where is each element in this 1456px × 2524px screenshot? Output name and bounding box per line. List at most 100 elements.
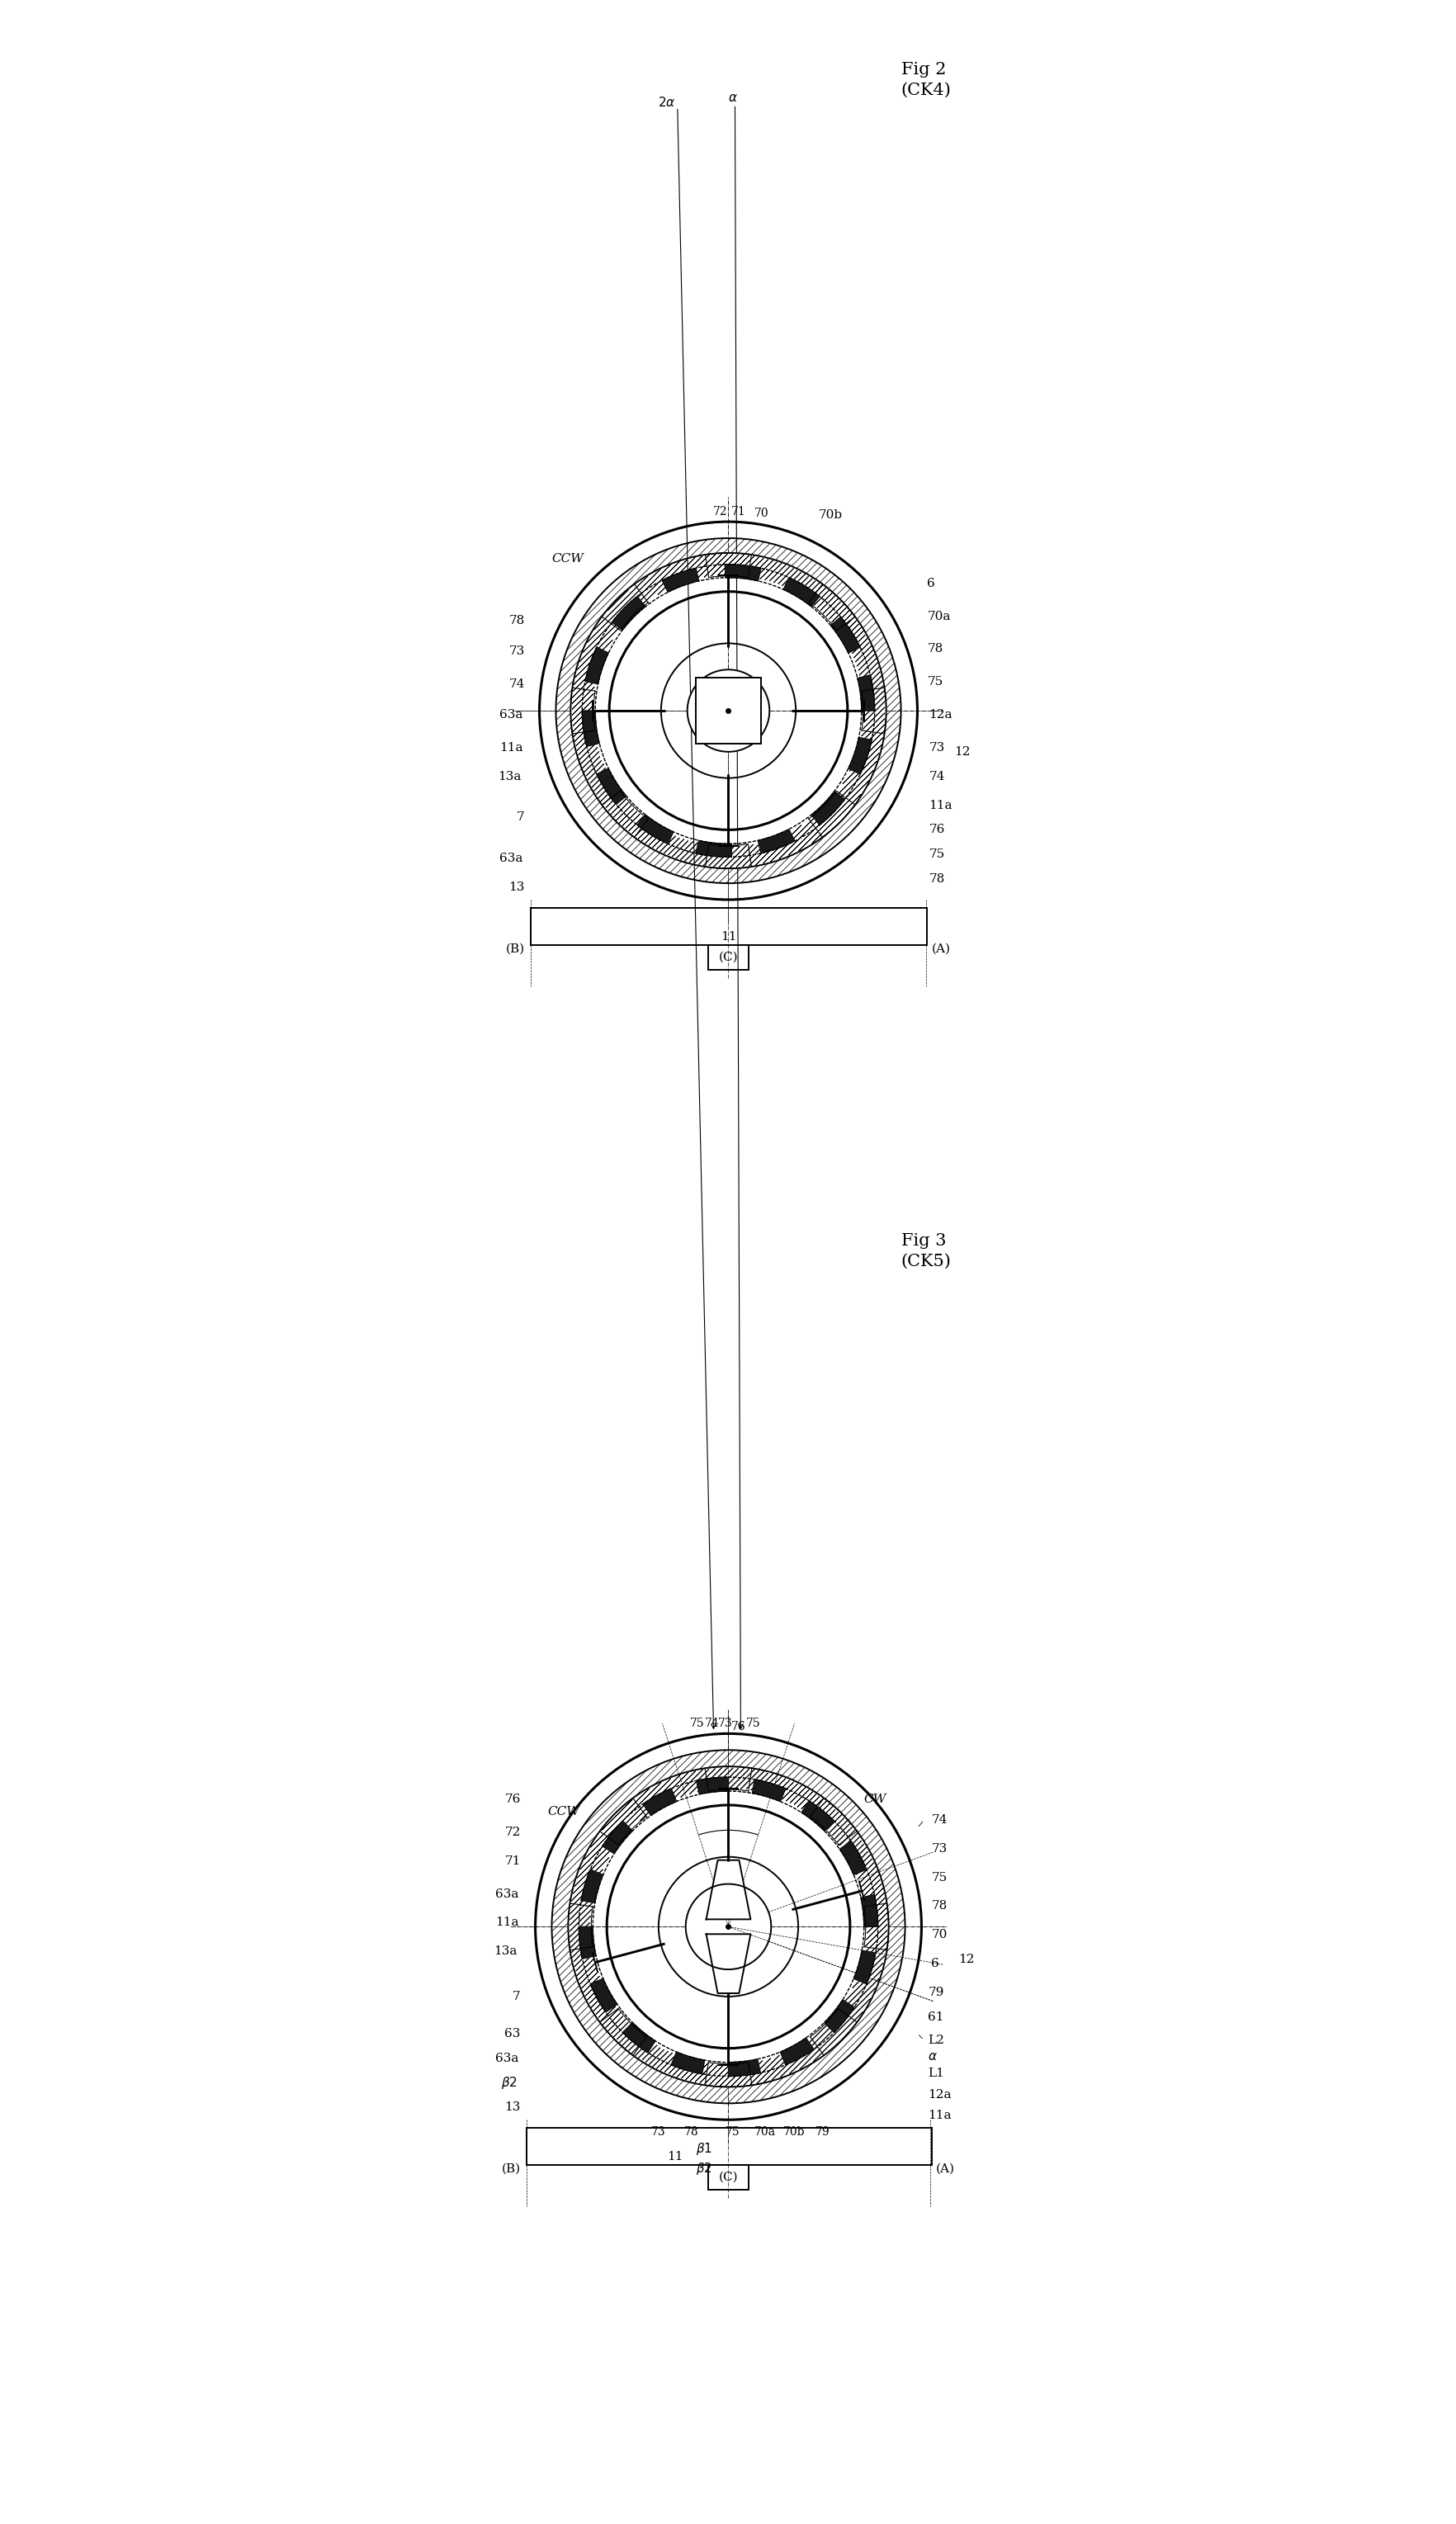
Text: 73: 73 [508,646,524,656]
Text: 12: 12 [954,747,970,757]
Polygon shape [671,2052,705,2075]
Text: 13: 13 [508,881,524,893]
Polygon shape [705,2062,751,2087]
Text: 6: 6 [930,1959,939,1969]
Text: 78: 78 [508,613,524,626]
Text: 63a: 63a [495,2052,518,2065]
Polygon shape [568,1903,593,1951]
Text: (CK5): (CK5) [900,1254,951,1270]
Text: 73: 73 [929,742,945,755]
Polygon shape [808,583,855,631]
Polygon shape [642,1790,676,1815]
Text: 71: 71 [504,1855,520,1868]
Text: L1: L1 [927,2067,943,2080]
Polygon shape [661,568,699,593]
Polygon shape [808,790,855,838]
Text: 63a: 63a [495,1888,518,1901]
Polygon shape [830,616,859,654]
Polygon shape [824,1999,853,2032]
Text: 74: 74 [508,679,524,689]
Polygon shape [853,1951,875,1984]
Polygon shape [847,737,871,775]
Text: $2\alpha$: $2\alpha$ [658,96,676,109]
Text: 12: 12 [958,1954,974,1966]
Text: (A): (A) [935,2163,954,2176]
Text: 63a: 63a [499,709,523,719]
Polygon shape [578,1926,596,1959]
Text: $\beta 2$: $\beta 2$ [695,2161,712,2176]
Text: 76: 76 [731,1721,745,1734]
Text: 12a: 12a [927,2090,951,2100]
Bar [708,2166,748,2191]
Polygon shape [612,596,645,631]
Text: (B): (B) [505,944,524,954]
Text: L2: L2 [927,2034,943,2047]
Polygon shape [600,1797,646,1845]
Text: 74: 74 [705,1719,719,1729]
Polygon shape [811,793,844,825]
Text: 78: 78 [684,2125,699,2138]
Polygon shape [728,2060,760,2077]
Text: 7: 7 [513,1991,520,2002]
Text: CW: CW [863,1795,885,1805]
Polygon shape [601,583,648,631]
Text: (B): (B) [502,2163,521,2176]
Circle shape [593,1792,863,2062]
Polygon shape [862,687,885,734]
Text: 70: 70 [930,1928,946,1941]
Polygon shape [780,2037,814,2065]
Text: O: O [744,1931,754,1943]
Text: 63a: 63a [499,853,523,863]
Text: 75: 75 [926,676,942,687]
Polygon shape [582,712,598,747]
Text: 70b: 70b [818,510,843,520]
Text: Fig 2: Fig 2 [900,63,945,78]
Polygon shape [571,687,594,734]
Polygon shape [863,1903,888,1951]
Polygon shape [801,1800,834,1830]
Text: 71: 71 [731,507,745,517]
Bar [526,2128,932,2166]
Text: 74: 74 [929,770,945,782]
Polygon shape [622,2022,655,2052]
Polygon shape [696,840,731,858]
Text: 6: 6 [926,578,935,588]
Text: $\beta 1$: $\beta 1$ [695,2140,712,2155]
Circle shape [534,517,922,904]
Text: CCW: CCW [552,553,584,565]
Text: 78: 78 [930,1901,946,1913]
Polygon shape [705,553,751,578]
Text: (CK4): (CK4) [900,83,951,98]
Text: 79: 79 [815,2125,830,2138]
Text: 75: 75 [929,848,945,861]
Polygon shape [597,767,626,805]
Circle shape [686,1883,770,1969]
Text: 13: 13 [504,2102,520,2113]
Polygon shape [705,843,751,868]
Text: 11: 11 [667,2150,683,2163]
Text: (A): (A) [932,944,951,954]
Circle shape [596,578,860,843]
Bar [708,944,748,969]
Text: 72: 72 [712,507,727,517]
Text: 75: 75 [745,1719,760,1729]
Text: 7: 7 [517,813,524,823]
Text: 70a: 70a [926,611,951,621]
Text: CCW: CCW [547,1805,579,1817]
Text: 12a: 12a [929,709,952,719]
Circle shape [661,644,795,777]
Polygon shape [601,790,648,838]
Polygon shape [725,565,760,581]
Text: (C): (C) [718,952,738,964]
Polygon shape [600,2009,646,2055]
Text: 75: 75 [930,1873,946,1883]
Text: 73: 73 [718,1719,732,1729]
Polygon shape [751,1779,785,1802]
Polygon shape [705,1767,751,1792]
Polygon shape [603,1820,632,1853]
Text: 11a: 11a [929,800,952,810]
Circle shape [531,1729,925,2123]
Polygon shape [706,1933,750,1994]
Circle shape [658,1858,798,1996]
Text: (C): (C) [718,2171,738,2183]
